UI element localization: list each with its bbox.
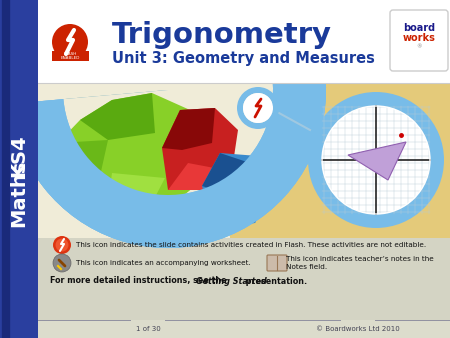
Polygon shape — [202, 153, 250, 198]
Polygon shape — [50, 140, 108, 176]
Polygon shape — [162, 108, 215, 150]
Wedge shape — [63, 90, 235, 195]
Wedge shape — [11, 0, 326, 248]
FancyBboxPatch shape — [267, 255, 287, 271]
Text: works: works — [403, 33, 436, 43]
Polygon shape — [50, 140, 108, 176]
FancyBboxPatch shape — [38, 238, 450, 320]
Text: presentation.: presentation. — [243, 276, 307, 286]
Polygon shape — [80, 93, 155, 140]
Wedge shape — [237, 87, 279, 129]
FancyBboxPatch shape — [230, 83, 450, 238]
Polygon shape — [168, 163, 225, 190]
Text: ®: ® — [416, 45, 422, 49]
Wedge shape — [11, 0, 326, 248]
FancyBboxPatch shape — [38, 0, 450, 83]
FancyBboxPatch shape — [38, 320, 450, 338]
FancyBboxPatch shape — [0, 0, 38, 338]
Circle shape — [55, 239, 68, 251]
Polygon shape — [162, 108, 238, 190]
Polygon shape — [80, 93, 155, 140]
Wedge shape — [308, 92, 444, 228]
Polygon shape — [202, 153, 250, 198]
Polygon shape — [108, 173, 165, 203]
Circle shape — [322, 106, 430, 214]
Circle shape — [52, 24, 88, 60]
Text: This icon indicates an accompanying worksheet.: This icon indicates an accompanying work… — [76, 260, 251, 266]
Polygon shape — [162, 108, 215, 150]
FancyBboxPatch shape — [390, 10, 448, 71]
Polygon shape — [202, 153, 272, 226]
Text: board: board — [403, 23, 435, 33]
Text: Unit 3: Geometry and Measures: Unit 3: Geometry and Measures — [112, 50, 375, 66]
Text: FLASH
ENABLED: FLASH ENABLED — [60, 52, 80, 60]
Polygon shape — [162, 108, 238, 190]
Text: KS4: KS4 — [9, 135, 28, 177]
FancyBboxPatch shape — [51, 50, 89, 61]
Text: © Boardworks Ltd 2010: © Boardworks Ltd 2010 — [316, 326, 400, 332]
Polygon shape — [202, 153, 272, 226]
Circle shape — [53, 254, 71, 272]
Polygon shape — [108, 173, 165, 203]
Circle shape — [56, 28, 84, 56]
Circle shape — [53, 236, 71, 254]
Circle shape — [243, 93, 273, 123]
Polygon shape — [168, 163, 225, 190]
Text: Maths: Maths — [9, 160, 28, 226]
Wedge shape — [11, 0, 326, 248]
Text: Trigonometry: Trigonometry — [112, 21, 332, 49]
Polygon shape — [50, 93, 210, 203]
FancyBboxPatch shape — [38, 83, 450, 238]
Wedge shape — [63, 0, 273, 195]
Text: Getting Started: Getting Started — [196, 276, 267, 286]
Text: For more detailed instructions, see the: For more detailed instructions, see the — [50, 276, 230, 286]
Text: This icon indicates teacher’s notes in the
Notes field.: This icon indicates teacher’s notes in t… — [286, 256, 434, 270]
Wedge shape — [63, 0, 273, 195]
Polygon shape — [348, 142, 406, 180]
Text: 1 of 30: 1 of 30 — [135, 326, 160, 332]
Text: This icon indicates the slide contains activities created in Flash. These activi: This icon indicates the slide contains a… — [76, 242, 426, 248]
Polygon shape — [50, 93, 210, 203]
